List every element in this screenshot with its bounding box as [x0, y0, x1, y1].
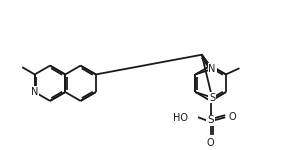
Text: S: S [209, 93, 215, 102]
Text: S: S [207, 116, 214, 126]
Text: N: N [208, 64, 216, 74]
Text: HO: HO [173, 112, 188, 123]
Text: O: O [207, 138, 214, 148]
Text: O: O [228, 112, 236, 122]
Text: N: N [31, 87, 38, 97]
